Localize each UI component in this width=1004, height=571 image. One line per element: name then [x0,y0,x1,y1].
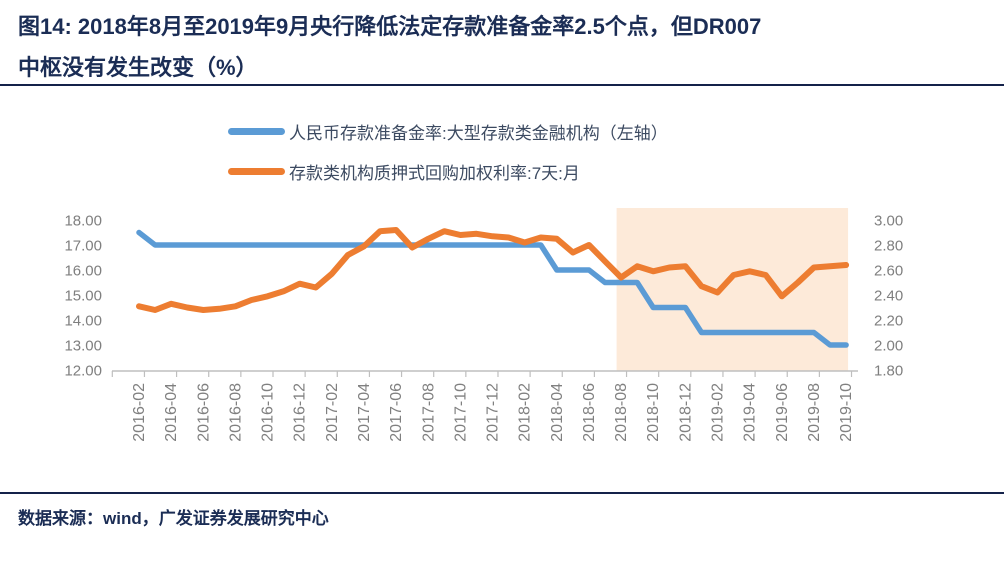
chart-area: 18.00 17.00 16.00 15.00 14.00 13.00 12.00 3.00 2… [0,92,1004,492]
legend-item-dr007: 存款类机构质押式回购加权利率:7天:月 [228,160,668,183]
chart-legend: 人民币存款准备金率:大型存款类金融机构（左轴） 存款类机构质押式回购加权利率:7… [228,120,668,200]
right-axis-tick-label: 1.80 [874,363,903,380]
x-axis-label: 2018-08 [613,383,630,442]
left-axis-tick-label: 15.00 [64,288,102,305]
left-axis-tick-label: 18.00 [64,213,102,230]
x-axis-label: 2018-12 [677,383,694,442]
left-axis-tick-label: 16.00 [64,263,102,280]
figure-header: 图14: 2018年8月至2019年9月央行降低法定存款准备金率2.5个点，但D… [0,0,1004,86]
x-axis-label: 2017-08 [420,383,437,442]
left-axis-tick-label: 14.00 [64,313,102,330]
x-axis-label: 2017-12 [485,383,502,442]
series-line-0 [136,229,849,348]
right-axis-tick-label: 2.20 [874,313,903,330]
x-axis-label: 2018-04 [549,383,566,442]
x-axis-label: 2016-10 [260,383,277,442]
page-title-line1: 图14: 2018年8月至2019年9月央行降低法定存款准备金率2.5个点，但D… [18,14,762,39]
x-axis-label: 2018-10 [645,383,662,442]
page-title-line2: 中枢没有发生改变（%） [18,55,258,80]
right-axis-tick-label: 2.80 [874,238,903,255]
x-axis-label: 2016-06 [195,383,212,442]
x-axis-label: 2017-04 [356,383,373,442]
x-axis-label: 2019-02 [710,383,727,442]
legend-label-rrr: 人民币存款准备金率:大型存款类金融机构（左轴） [289,123,668,143]
chart-svg: 18.00 17.00 16.00 15.00 14.00 13.00 12.00 3.00 2… [64,208,903,442]
x-axis-label: 2019-08 [806,383,823,442]
x-axis-label: 2017-10 [452,383,469,442]
data-source-text: 数据来源：wind，广发证券发展研究中心 [18,509,329,528]
x-axis-label: 2019-10 [838,383,855,442]
legend-swatch-blue-line [228,127,285,135]
right-axis-tick-label: 2.60 [874,263,903,280]
x-axis-label: 2016-12 [292,383,309,442]
left-axis-tick-label: 12.00 [64,363,102,380]
series-line-1 [136,227,850,313]
highlight-region [616,208,849,371]
figure-footer: 数据来源：wind，广发证券发展研究中心 [0,492,1004,529]
x-axis-label: 2018-06 [581,383,598,442]
legend-item-rrr: 人民币存款准备金率:大型存款类金融机构（左轴） [228,120,668,143]
x-axis-label: 2017-06 [388,383,405,442]
x-axis-label: 2018-02 [517,383,534,442]
legend-swatch-orange-line [228,167,285,175]
x-axis-label: 2016-02 [131,383,148,442]
x-axis-label: 2017-02 [324,383,341,442]
x-axis-label: 2019-06 [774,383,791,442]
right-axis-tick-label: 3.00 [874,213,903,230]
left-axis-tick-label: 13.00 [64,338,102,355]
right-axis-tick-label: 2.00 [874,338,903,355]
x-axis-label: 2019-04 [742,383,759,442]
left-axis-tick-label: 17.00 [64,238,102,255]
x-axis-label: 2016-08 [227,383,244,442]
x-axis-label: 2016-04 [163,383,180,442]
right-axis-tick-label: 2.40 [874,288,903,305]
legend-label-dr007: 存款类机构质押式回购加权利率:7天:月 [289,163,580,183]
